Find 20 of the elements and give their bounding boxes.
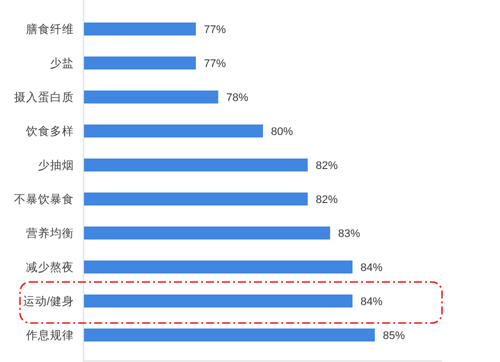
y-tick-label: 不暴饮暴食 (14, 193, 74, 206)
data-label: 77% (204, 58, 226, 70)
data-label: 82% (316, 194, 338, 206)
y-tick-label: 膳食纤维 (26, 22, 74, 36)
data-label: 82% (316, 160, 338, 172)
data-label: 78% (226, 92, 248, 104)
data-label: 84% (360, 296, 383, 308)
data-label: 80% (271, 126, 294, 138)
y-tick-label: 摄入蛋白质 (14, 90, 74, 104)
y-tick-label: 减少熬夜 (26, 260, 74, 274)
data-label: 83% (338, 228, 360, 240)
data-label: 85% (382, 330, 406, 342)
y-tick-label: 少盐 (50, 57, 74, 70)
y-tick-label: 饮食多样 (25, 125, 74, 138)
y-tick-label: 作息规律 (25, 329, 74, 342)
y-tick-label: 少抽烟 (38, 159, 74, 172)
data-label: 77% (204, 24, 226, 36)
y-tick-label: 运动/健身 (22, 295, 74, 308)
y-tick-label: 营养均衡 (26, 226, 74, 240)
data-label: 84% (360, 262, 383, 274)
